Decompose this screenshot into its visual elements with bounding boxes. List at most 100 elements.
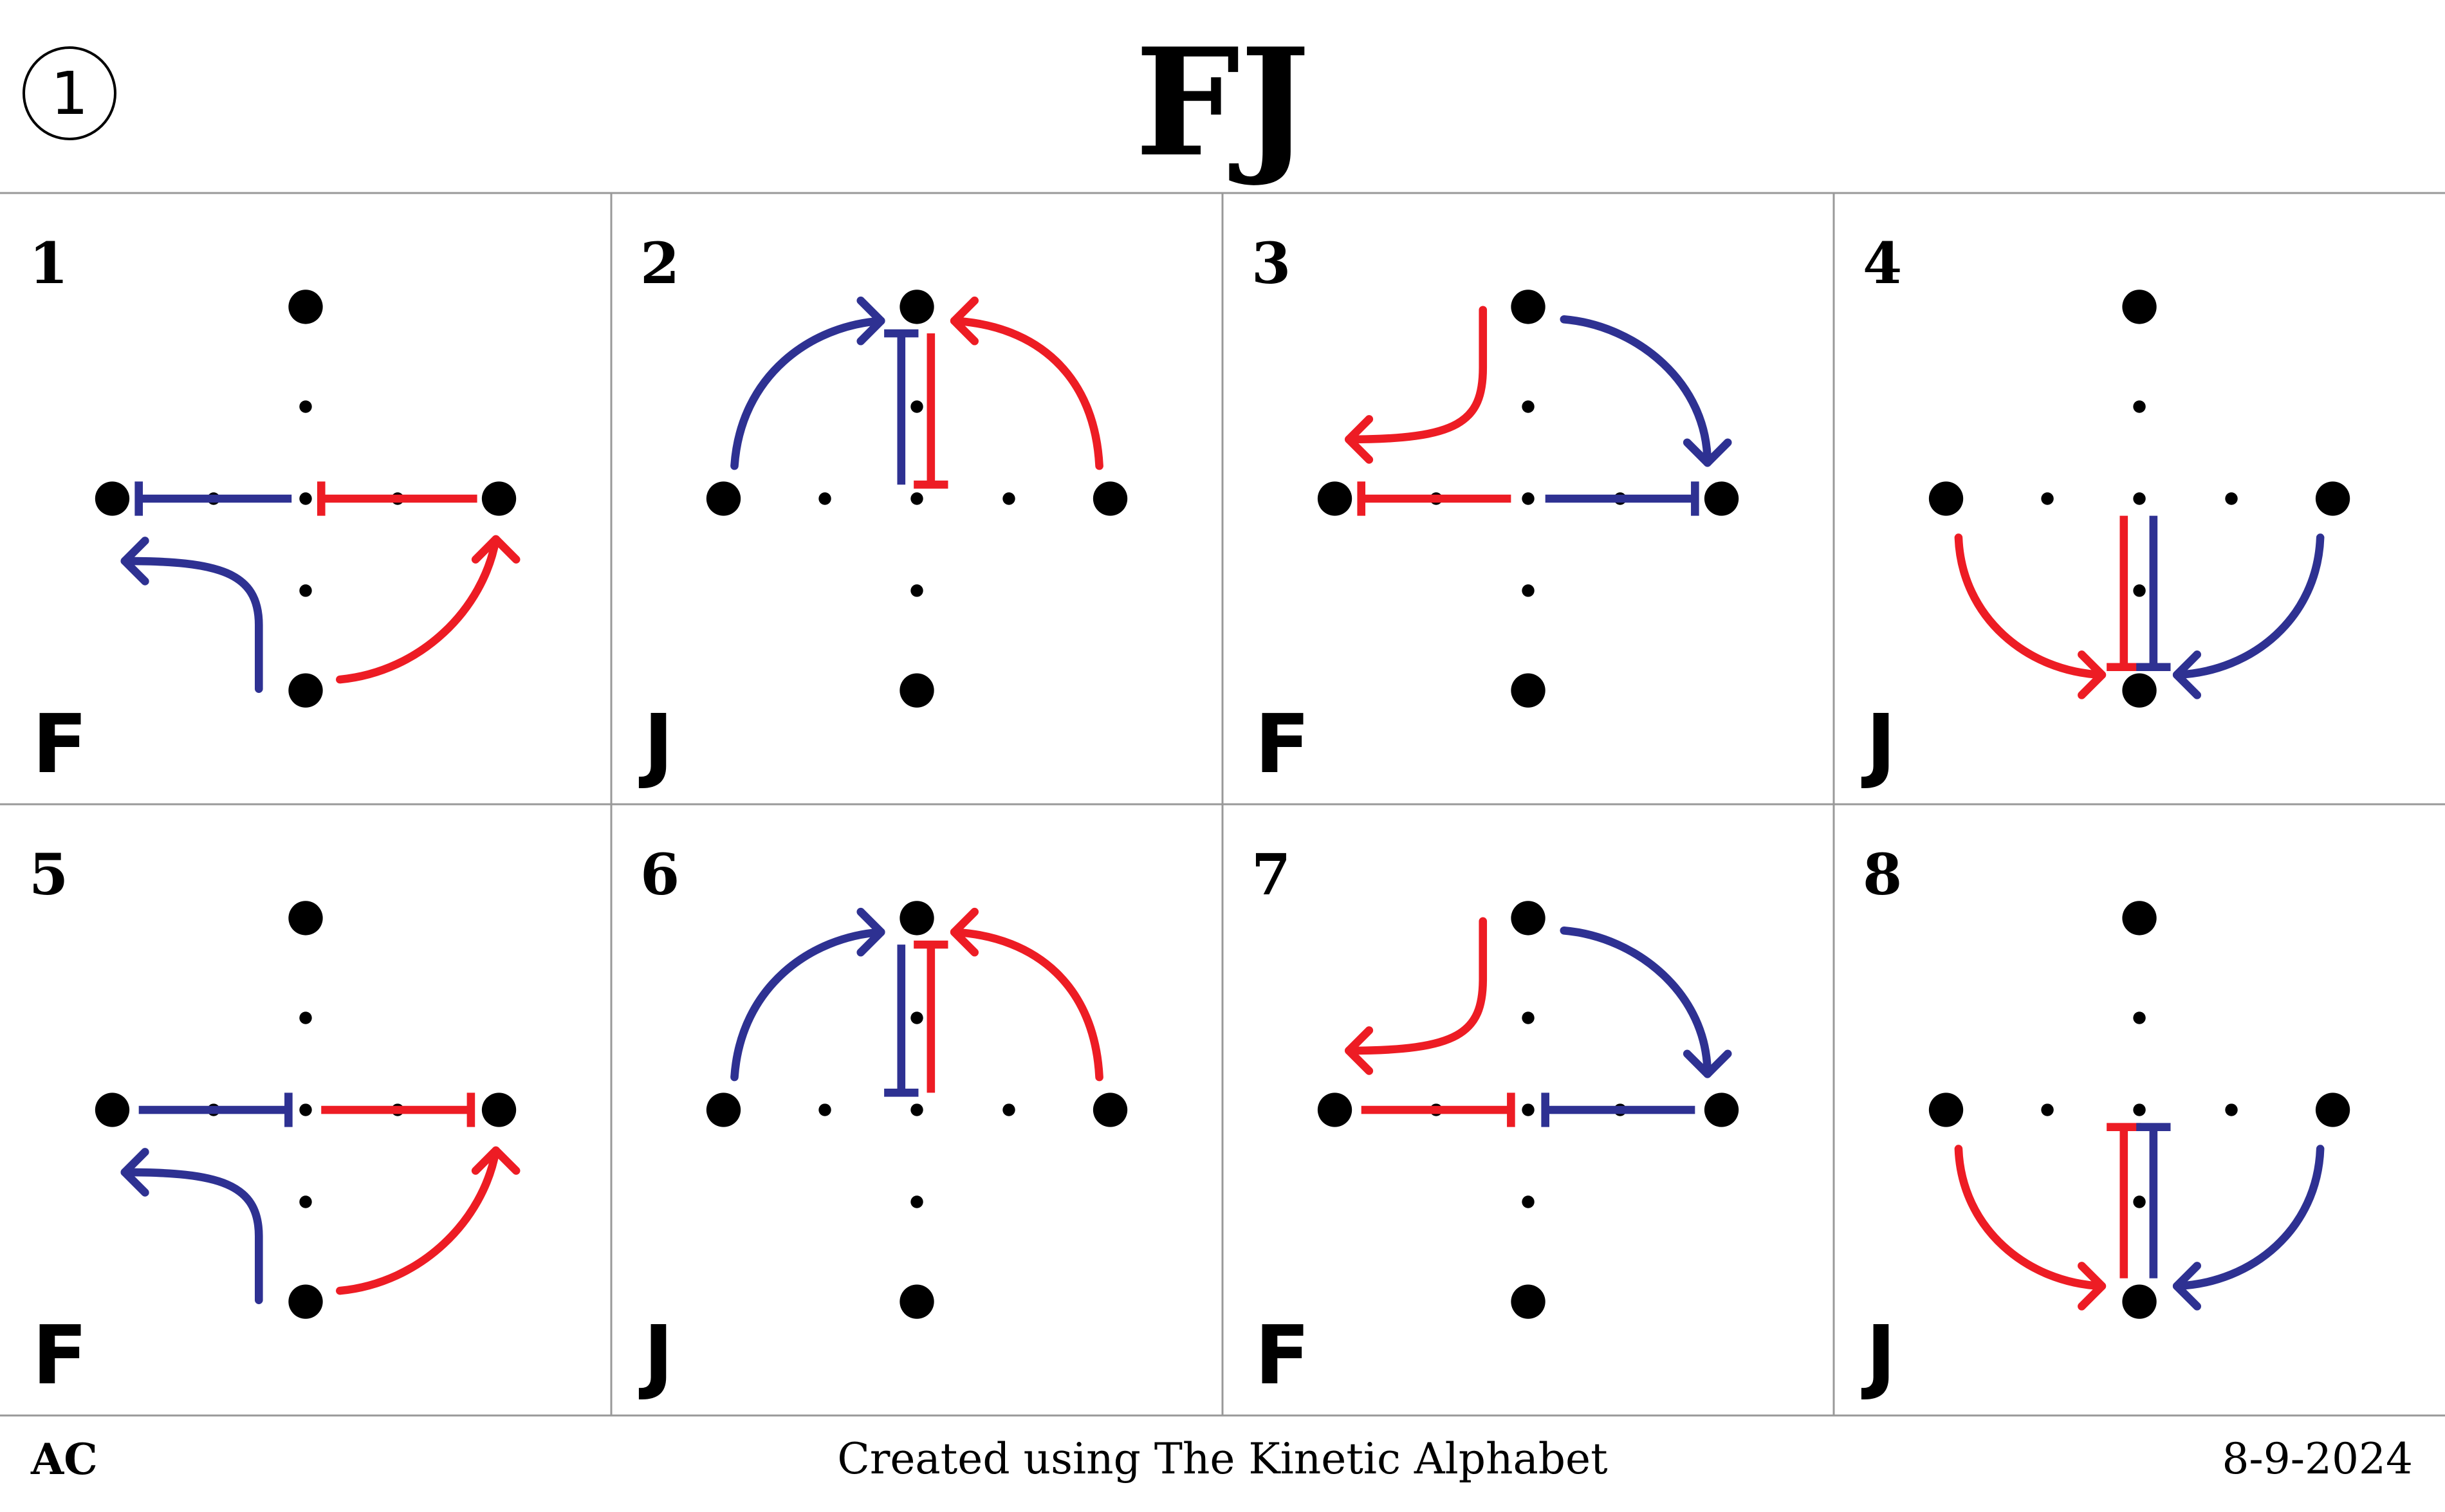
panel-letter: J [638,697,674,791]
panel-letter: J [1861,697,1896,791]
red-motion-arrow-head [1345,1026,1374,1075]
blue-motion-arrow [120,1168,263,1304]
blue-motion-arrow [120,557,263,693]
panel-drawing [95,901,521,1319]
layer-point [1002,1103,1015,1116]
hand-point [2122,901,2157,936]
red-motion-arrow [1345,917,1488,1055]
blue-motion-arrow [1560,927,1712,1078]
hand-point [1704,481,1739,516]
layer-point [1522,1103,1535,1116]
panel-4: 4J [1861,230,2350,791]
hand-point [2315,1093,2350,1127]
panel-1: 1F [29,230,521,791]
hand-point [1928,481,1964,516]
red-motion-arrow-head [471,1146,521,1175]
red-motion-arrow-head [1345,415,1374,464]
layer-point [1522,584,1535,597]
layer-point [299,1103,312,1116]
layer-point [2041,1103,2054,1116]
hand-point [2122,673,2157,708]
blue-motion-arrow-head [120,537,149,585]
panel-letter: F [32,1308,88,1403]
hand-point [288,673,323,708]
panel-6: 6J [638,841,1128,1403]
blue-motion-arrow [730,928,885,1082]
panel-number: 1 [29,230,68,297]
red-motion-arrow-head [950,296,979,346]
blue-motion-arrow-head [1683,438,1732,467]
page-number-badge: 1 [23,46,116,140]
hand-point [95,1093,130,1127]
hand-point [481,481,517,516]
grid-dots [95,290,517,708]
grid-dots [706,290,1128,708]
layer-point [2041,492,2054,505]
hand-point [95,481,130,516]
layer-point [299,1195,312,1208]
red-motion-arrow [1954,1145,2107,1291]
hand-point [900,673,934,708]
red-motion-arrow-head [2078,1262,2107,1311]
panel-8: 8J [1861,841,2350,1403]
panel-number: 7 [1251,841,1291,908]
layer-point [910,584,923,597]
panel-number: 5 [29,841,68,908]
hand-point [288,290,323,324]
hand-point [706,481,741,516]
layer-point [910,1011,923,1024]
layer-point [910,1195,923,1208]
panel-drawing [706,901,1128,1319]
prop-markers [1345,306,1732,516]
red-motion-arrow-head [2078,650,2107,699]
layer-point [2133,400,2146,413]
layer-point [910,492,923,505]
hand-point [2122,1284,2157,1319]
layer-point [299,492,312,505]
hand-point [288,1284,323,1319]
layer-point [910,1103,923,1116]
panel-drawing [1317,290,1739,708]
layer-point [299,584,312,597]
hand-point [1511,290,1545,324]
layer-point [2133,1195,2146,1208]
prop-markers [1954,515,2325,699]
blue-motion-arrow [1560,315,1712,467]
red-motion-arrow [1345,306,1488,444]
prop-markers [120,1093,521,1304]
hand-point [288,901,323,936]
prop-markers [730,296,1103,489]
panel-2: 2J [638,230,1128,791]
red-motion-arrow [950,317,1103,470]
panel-number: 4 [1863,230,1902,297]
panel-number: 2 [640,230,679,297]
blue-motion-arrow-head [856,907,885,957]
footer-credit: Created using The Kinetic Alphabet [837,1434,1608,1484]
page-number-text: 1 [50,59,89,128]
panel-letter: F [1255,1308,1310,1403]
hand-point [1093,1093,1128,1127]
blue-motion-arrow [730,317,885,470]
red-motion-arrow [1954,533,2107,679]
panel-7: 7F [1251,841,1739,1403]
layer-point [818,492,831,505]
layer-point [2225,1103,2238,1116]
blue-motion-arrow-head [2172,1262,2202,1311]
red-motion-arrow [950,928,1103,1082]
footer-author: AC [31,1434,98,1484]
prop-markers [1954,1123,2325,1311]
hand-point [1511,673,1545,708]
grid-dots [1317,290,1739,708]
layer-point [1522,400,1535,413]
hand-point [1511,901,1545,936]
hand-point [481,1093,517,1127]
panel-letter: J [1861,1308,1896,1403]
hand-point [2315,481,2350,516]
blue-motion-arrow [2172,1145,2325,1291]
layer-point [299,1011,312,1024]
layer-point [1002,492,1015,505]
panel-letter: J [638,1308,674,1403]
hand-point [1704,1093,1739,1127]
hand-point [900,901,934,936]
